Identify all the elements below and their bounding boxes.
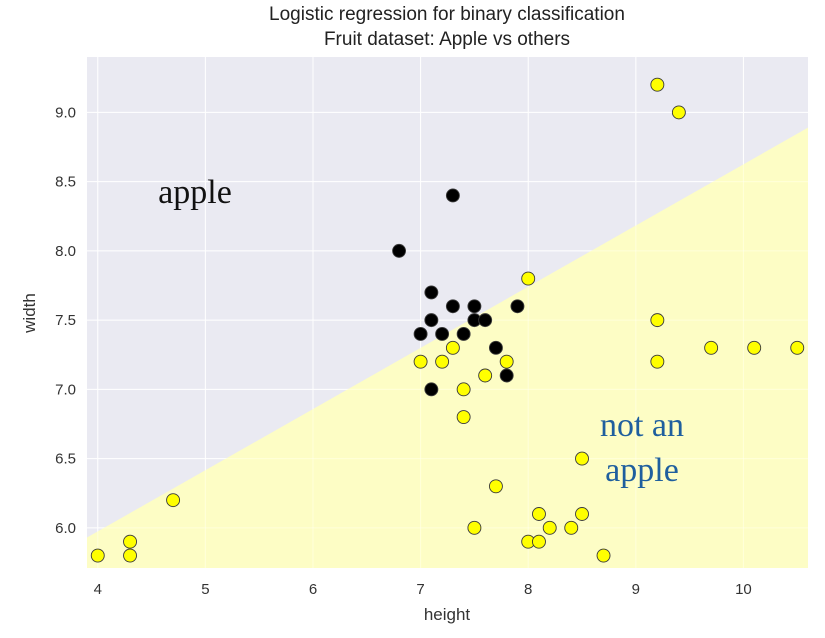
apple-data-point	[392, 243, 407, 258]
not-apple-region-label-line1: not an	[600, 407, 684, 444]
y-axis-label: width	[20, 293, 39, 334]
x-tick-label: 8	[524, 581, 532, 598]
other-fruit-data-point	[435, 354, 450, 369]
other-fruit-data-point	[90, 548, 105, 563]
other-fruit-data-point	[456, 410, 471, 425]
x-tick-label: 10	[735, 581, 752, 598]
x-axis-label: height	[424, 605, 471, 624]
y-tick-label: 6.0	[55, 520, 76, 537]
apple-region-label: apple	[158, 174, 232, 211]
x-tick-label: 4	[94, 581, 102, 598]
other-fruit-data-point	[445, 340, 460, 355]
y-tick-label: 8.5	[55, 174, 76, 191]
other-fruit-data-point	[650, 354, 665, 369]
x-tick-label: 6	[309, 581, 317, 598]
x-tick-label: 7	[416, 581, 424, 598]
other-fruit-data-point	[478, 368, 493, 383]
other-fruit-data-point	[650, 313, 665, 328]
apple-data-point	[424, 313, 439, 328]
other-fruit-data-point	[123, 534, 137, 549]
other-fruit-data-point	[166, 493, 181, 508]
y-tick-label: 7.0	[55, 381, 76, 398]
apple-data-point	[424, 382, 439, 397]
other-fruit-data-point	[790, 340, 805, 355]
y-tick-label: 9.0	[55, 104, 76, 121]
other-fruit-data-point	[704, 340, 719, 355]
y-tick-label: 6.5	[55, 451, 76, 468]
apple-data-point	[445, 299, 460, 314]
chart-title: Logistic regression for binary classific…	[269, 4, 625, 25]
other-fruit-data-point	[596, 548, 611, 563]
apple-data-point	[424, 285, 439, 300]
apple-data-point	[435, 327, 450, 341]
chart-subtitle: Fruit dataset: Apple vs others	[324, 29, 570, 50]
apple-data-point	[456, 327, 471, 341]
x-tick-label: 5	[201, 581, 209, 598]
apple-data-point	[467, 299, 482, 314]
other-fruit-data-point	[456, 382, 471, 397]
apple-data-point	[488, 340, 503, 355]
plot-area: 4 5 6 7 8 9 10 6.0 6.5 7.0 7.5 8.0 8.5 9.0	[55, 57, 808, 598]
other-fruit-data-point	[747, 340, 762, 355]
other-fruit-data-point	[564, 520, 579, 535]
other-fruit-data-point	[542, 520, 557, 535]
apple-data-point	[478, 313, 493, 328]
other-fruit-data-point	[650, 77, 665, 92]
other-fruit-data-point	[521, 271, 536, 286]
apple-data-point	[445, 188, 460, 203]
other-fruit-data-point	[123, 548, 137, 563]
other-fruit-data-point	[488, 479, 503, 494]
apple-data-point	[413, 327, 428, 341]
other-fruit-data-point	[575, 451, 589, 466]
apple-data-point	[499, 368, 514, 383]
not-apple-region-label-line2: apple	[605, 452, 679, 489]
other-fruit-data-point	[532, 534, 546, 549]
other-fruit-data-point	[671, 105, 686, 120]
other-fruit-data-point	[413, 354, 428, 369]
other-fruit-data-point	[575, 507, 589, 521]
other-fruit-data-point	[467, 520, 482, 535]
other-fruit-data-point	[499, 354, 514, 369]
y-tick-label: 8.0	[55, 243, 76, 260]
y-tick-label: 7.5	[55, 312, 76, 329]
apple-data-point	[510, 299, 525, 314]
other-fruit-data-point	[532, 507, 546, 521]
x-tick-label: 9	[632, 581, 640, 598]
